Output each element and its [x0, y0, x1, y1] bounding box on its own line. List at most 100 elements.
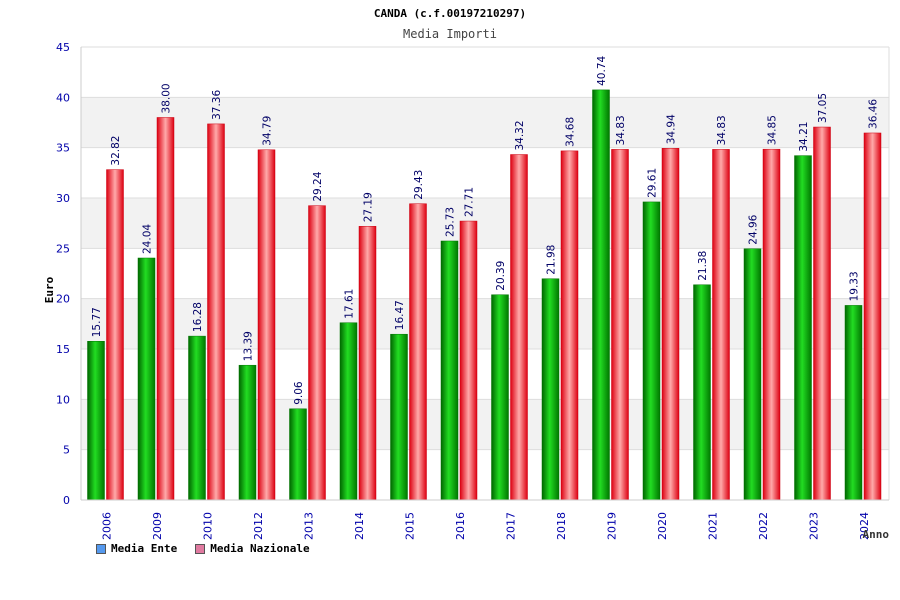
x-tick-label: 2021 [706, 512, 719, 540]
bar-media-nazionale [762, 148, 781, 501]
bar-media-ente [440, 240, 459, 501]
bar-media-nazionale [409, 203, 427, 501]
bar-media-nazionale [207, 123, 225, 501]
y-tick-label: 35 [56, 142, 70, 155]
data-label: 24.96 [748, 214, 760, 244]
data-label: 34.94 [666, 114, 678, 144]
bar-media-ente [188, 335, 206, 501]
data-label: 16.28 [192, 302, 204, 332]
bar-media-ente [137, 257, 156, 501]
bars [87, 89, 882, 501]
data-label: 21.38 [697, 251, 709, 281]
bar-media-nazionale [560, 150, 579, 501]
bar-media-nazionale [308, 205, 326, 501]
bar-media-nazionale [156, 117, 175, 501]
data-label: 34.85 [767, 115, 779, 145]
data-label: 13.39 [243, 331, 255, 361]
data-label: 34.68 [565, 117, 577, 147]
data-label: 21.98 [546, 245, 558, 275]
data-label: 40.74 [596, 56, 608, 86]
x-tick-label: 2014 [353, 512, 366, 540]
bar-media-nazionale [611, 149, 629, 501]
bar-media-nazionale [358, 226, 377, 501]
data-label: 34.32 [514, 120, 526, 150]
bar-media-ente [642, 201, 661, 501]
data-label: 29.43 [413, 170, 425, 200]
bar-media-ente [87, 340, 105, 501]
data-label: 17.61 [344, 289, 356, 319]
x-tick-label: 2012 [252, 512, 265, 540]
bar-media-nazionale [813, 126, 831, 501]
y-tick-label: 45 [56, 41, 70, 54]
data-label: 38.00 [161, 83, 173, 113]
data-label: 34.83 [615, 115, 627, 145]
legend-swatch-media-ente [96, 543, 106, 554]
x-tick-label: 2010 [201, 512, 214, 540]
y-axis-label: Euro [43, 276, 56, 303]
bar-media-ente [844, 305, 863, 501]
data-label: 29.24 [312, 171, 324, 201]
y-tick-label: 15 [56, 343, 70, 356]
data-label: 25.73 [445, 207, 457, 237]
x-tick-label: 2022 [757, 512, 770, 540]
y-tick-label: 30 [56, 192, 70, 205]
bar-media-ente [592, 89, 610, 501]
bar-media-nazionale [257, 149, 276, 501]
x-tick-label: 2018 [555, 512, 568, 540]
y-tick-label: 25 [56, 242, 70, 255]
data-label: 37.05 [817, 93, 829, 123]
legend-label-media-ente: Media Ente [111, 542, 178, 555]
data-label: 19.33 [849, 271, 861, 301]
data-label: 37.36 [211, 90, 223, 120]
bar-media-ente [743, 248, 762, 501]
legend-swatch-media-nazionale [195, 543, 206, 554]
bar-media-ente [339, 322, 358, 501]
data-label: 9.06 [293, 381, 305, 405]
bar-media-nazionale [661, 148, 680, 501]
y-tick-label: 20 [56, 293, 70, 306]
chart-title: CANDA (c.f.00197210297) [374, 7, 526, 20]
legend-item-media-ente: Media Ente [96, 542, 177, 555]
x-tick-label: 2009 [151, 512, 164, 540]
chart-subtitle: Media Importi [403, 27, 497, 41]
x-tick-label: 2017 [504, 512, 517, 540]
data-label: 34.79 [262, 116, 274, 146]
bar-media-ente [794, 155, 812, 501]
y-tick-label: 10 [56, 393, 70, 406]
bar-media-ente [693, 284, 711, 501]
legend-label-media-nazionale: Media Nazionale [210, 542, 310, 555]
bar-media-ente [491, 294, 509, 501]
bar-media-nazionale [106, 169, 124, 501]
x-axis-label: Anno [863, 528, 890, 541]
data-label: 27.71 [464, 187, 476, 217]
bar-media-ente [238, 364, 257, 501]
x-tick-label: 2016 [454, 512, 467, 540]
data-label: 24.04 [142, 224, 154, 254]
y-tick-label: 5 [63, 444, 70, 457]
bar-media-nazionale [712, 149, 730, 501]
data-label: 20.39 [495, 261, 507, 291]
bar-media-nazionale [863, 132, 882, 501]
y-tick-label: 40 [56, 91, 70, 104]
y-tick-label: 0 [63, 494, 70, 507]
bar-media-nazionale [459, 220, 478, 501]
data-label: 34.83 [716, 115, 728, 145]
data-label: 15.77 [91, 307, 103, 337]
data-label: 34.21 [798, 122, 810, 152]
axes [80, 47, 890, 501]
bar-media-ente [289, 408, 307, 501]
x-tick-label: 2006 [100, 512, 113, 540]
legend-item-media-nazionale: Media Nazionale [195, 542, 310, 555]
bar-media-ente [541, 278, 560, 501]
labels: 0 5 10 15 20 25 30 35 40 45 15.77 32.82 2006 24.04 38.… [56, 41, 880, 540]
x-tick-label: 2024 [858, 512, 871, 540]
data-label: 27.19 [363, 192, 375, 222]
bar-media-nazionale [510, 154, 528, 501]
x-tick-label: 2015 [403, 512, 416, 540]
x-tick-label: 2020 [656, 512, 669, 540]
x-tick-label: 2023 [807, 512, 820, 540]
data-label: 16.47 [394, 300, 406, 330]
legend: Media Ente Media Nazionale [96, 542, 310, 555]
bar-media-ente [390, 333, 408, 501]
